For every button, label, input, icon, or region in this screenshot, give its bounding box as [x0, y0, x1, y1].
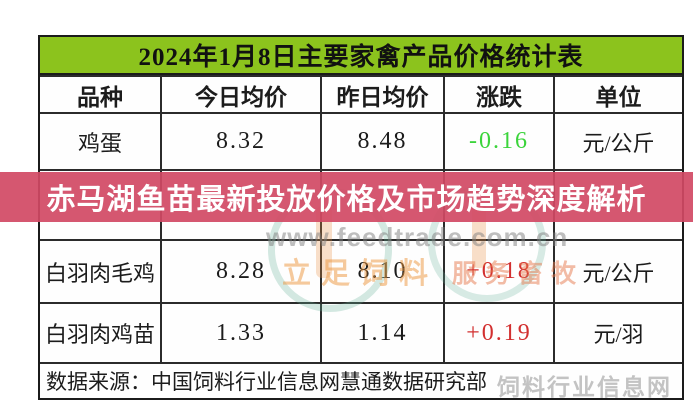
- cell-yesterday-price: 1.14: [322, 304, 445, 362]
- cell-variety: 白羽肉毛鸡: [40, 241, 162, 302]
- cell-variety: 鸡蛋: [40, 114, 162, 169]
- col-header-change: 涨跌: [445, 77, 555, 112]
- cell-unit: 元/羽: [593, 322, 644, 347]
- col-header-today: 今日均价: [162, 77, 322, 112]
- table-title: 2024年1月8日主要家禽产品价格统计表: [40, 37, 682, 75]
- cell-unit: 元/公斤: [582, 130, 655, 156]
- col-header-unit: 单位: [595, 84, 642, 110]
- headline-overlay-banner: 赤马湖鱼苗最新投放价格及市场趋势深度解析: [0, 172, 693, 222]
- table-row-white-feather-chick: 白羽肉鸡苗 1.33 1.14 +0.19 元/羽: [40, 302, 682, 362]
- col-header-variety: 品种: [40, 77, 162, 112]
- col-header-yesterday: 昨日均价: [322, 77, 445, 112]
- table-row-white-feather-broiler: 白羽肉毛鸡 8.28 8.10 +0.18 元/公斤: [40, 239, 682, 302]
- table-header-row: 品种 今日均价 昨日均价 涨跌 单位: [40, 75, 682, 112]
- cell-change: +0.18: [445, 241, 555, 302]
- cell-variety: 白羽肉鸡苗: [40, 304, 162, 362]
- cell-today-price: 1.33: [162, 304, 322, 362]
- headline-text: 赤马湖鱼苗最新投放价格及市场趋势深度解析: [46, 184, 647, 216]
- cell-today-price: 8.32: [162, 114, 322, 169]
- cell-yesterday-price: 8.48: [322, 114, 445, 169]
- data-source-note: 数据来源：中国饲料行业信息网慧通数据研究部: [40, 362, 682, 398]
- cell-unit: 元/公斤: [582, 260, 655, 286]
- cell-yesterday-price: 8.10: [322, 241, 445, 302]
- cell-change: -0.16: [445, 114, 555, 169]
- cell-today-price: 8.28: [162, 241, 322, 302]
- table-row-egg: 鸡蛋 8.32 8.48 -0.16 元/公斤: [40, 112, 682, 169]
- cell-change: +0.19: [445, 304, 555, 362]
